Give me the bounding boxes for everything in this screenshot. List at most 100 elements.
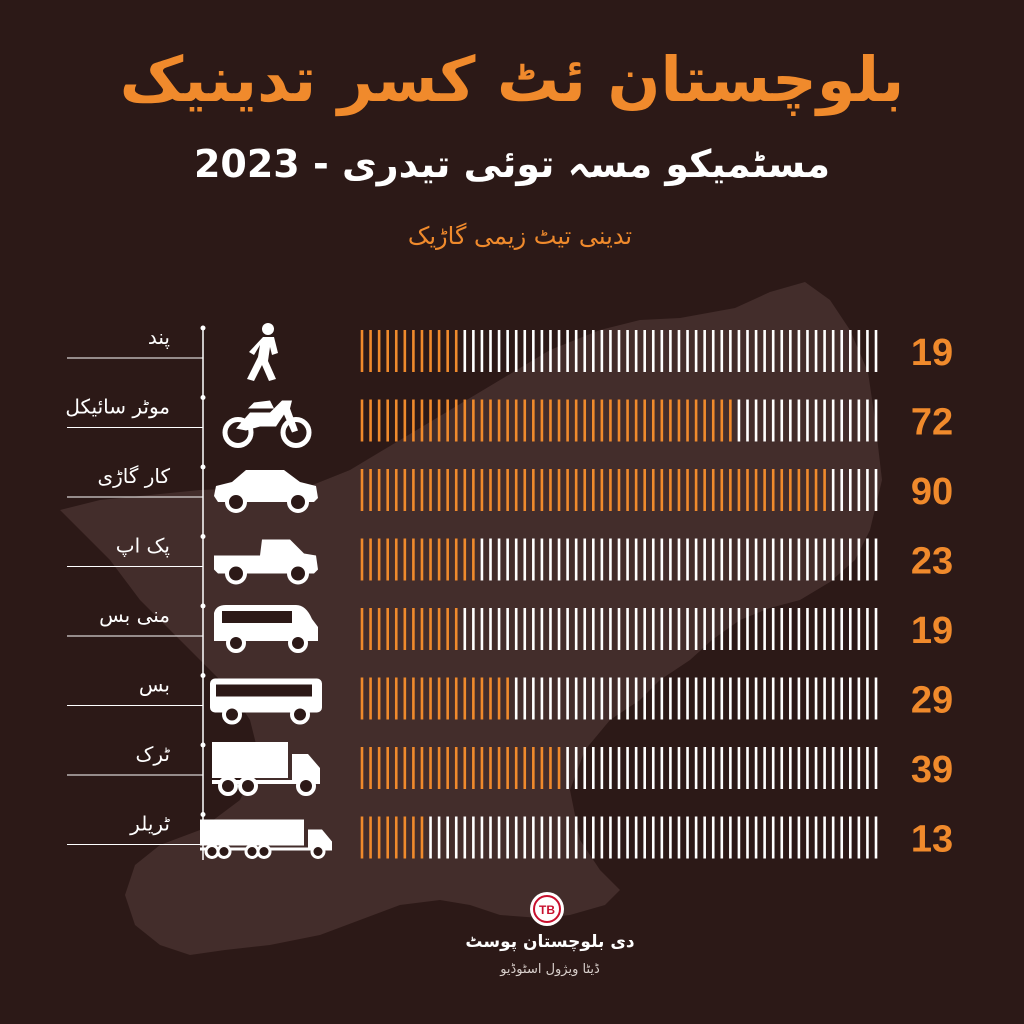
bar-empty-stripe <box>874 538 878 581</box>
bar-empty-stripe <box>789 399 792 442</box>
bar-empty-stripe <box>540 608 544 650</box>
bar-fill-stripe <box>360 330 364 372</box>
bar-empty-stripe <box>866 469 869 511</box>
bar-empty-stripe <box>626 608 629 650</box>
bar-empty-stripe <box>592 608 595 650</box>
bar-empty-stripe <box>857 399 861 442</box>
bar-empty-stripe <box>814 816 818 859</box>
bar-empty-stripe <box>480 608 484 650</box>
bar-empty-stripe <box>497 330 501 372</box>
bar-empty-stripe <box>634 330 638 372</box>
bar-fill-stripe <box>626 469 629 511</box>
bar <box>360 608 878 650</box>
bar-fill-stripe <box>746 469 749 511</box>
bar-fill-stripe <box>489 677 492 720</box>
bar-empty-stripe <box>669 677 672 720</box>
bar-fill-stripe <box>566 399 569 442</box>
bar-fill-stripe <box>729 399 732 442</box>
bar-fill-stripe <box>377 399 381 442</box>
bar-empty-stripe <box>600 747 604 789</box>
bar-empty-stripe <box>823 608 826 650</box>
tbp-logo-icon: TB <box>530 892 564 926</box>
bar-empty-stripe <box>660 816 664 859</box>
bar-empty-stripe <box>729 608 732 650</box>
bar-empty-stripe <box>557 538 561 581</box>
bar-empty-stripe <box>651 538 655 581</box>
bar-fill-stripe <box>557 747 561 789</box>
bar-fill-stripe <box>420 677 424 720</box>
bar-empty-stripe <box>857 608 861 650</box>
bar-empty-stripe <box>711 330 715 372</box>
bar-empty-stripe <box>729 747 732 789</box>
motorcycle-icon <box>222 400 312 448</box>
bar-empty-stripe <box>694 608 698 650</box>
bar-empty-stripe <box>866 538 869 581</box>
bar-empty-stripe <box>814 747 818 789</box>
bar-empty-stripe <box>523 677 527 720</box>
bar-empty-stripe <box>677 330 681 372</box>
bar-fill-stripe <box>480 469 484 511</box>
bar-fill-stripe <box>506 469 509 511</box>
bar-fill-stripe <box>463 538 467 581</box>
bar-fill-stripe <box>634 399 638 442</box>
bar-empty-stripe <box>532 538 535 581</box>
bar-empty-stripe <box>497 608 501 650</box>
bar-empty-stripe <box>660 330 664 372</box>
bar-empty-stripe <box>780 608 784 650</box>
bar-empty-stripe <box>840 469 844 511</box>
truck-icon <box>212 742 320 796</box>
bar-empty-stripe <box>634 747 638 789</box>
bar-fill-stripe <box>583 399 587 442</box>
bar-empty-stripe <box>840 747 844 789</box>
bar-empty-stripe <box>703 747 706 789</box>
bar-fill-stripe <box>394 677 398 720</box>
bar-empty-stripe <box>583 677 587 720</box>
bar-empty-stripe <box>720 330 724 372</box>
bar-fill-stripe <box>360 608 364 650</box>
bar-empty-stripe <box>711 747 715 789</box>
bar-empty-stripe <box>660 538 664 581</box>
bar-empty-stripe <box>737 538 741 581</box>
bar-fill-stripe <box>446 538 449 581</box>
bar-empty-stripe <box>857 747 861 789</box>
bar-fill-stripe <box>386 608 389 650</box>
bar-empty-stripe <box>694 538 698 581</box>
bar-fill-stripe <box>386 469 389 511</box>
bar-fill-stripe <box>377 469 381 511</box>
bar-fill-stripe <box>386 747 389 789</box>
bar-empty-stripe <box>737 677 741 720</box>
bar-fill-stripe <box>394 469 398 511</box>
bar-empty-stripe <box>711 816 715 859</box>
bar-empty-stripe <box>497 816 501 859</box>
bar-fill-stripe <box>480 747 484 789</box>
bar-empty-stripe <box>634 816 638 859</box>
bar-fill-stripe <box>360 816 364 859</box>
bar-empty-stripe <box>472 608 475 650</box>
bar-empty-stripe <box>677 677 681 720</box>
bar-empty-stripe <box>523 330 527 372</box>
bar-empty-stripe <box>823 538 826 581</box>
bar-empty-stripe <box>771 677 775 720</box>
bar-fill-stripe <box>394 816 398 859</box>
category-label: ٹرک <box>135 742 170 766</box>
bar-fill-stripe <box>369 330 372 372</box>
bar-fill-stripe <box>463 399 467 442</box>
bar-empty-stripe <box>711 677 715 720</box>
bar-empty-stripe <box>780 399 784 442</box>
bar-empty-stripe <box>574 677 578 720</box>
bar-empty-stripe <box>609 747 612 789</box>
bar-fill-stripe <box>789 469 792 511</box>
bar-fill-stripe <box>403 816 407 859</box>
bar-fill-stripe <box>557 469 561 511</box>
bar-empty-stripe <box>677 816 681 859</box>
bar-empty-stripe <box>831 816 835 859</box>
value-label: 23 <box>911 541 953 583</box>
bar-empty-stripe <box>557 816 561 859</box>
bar-fill-stripe <box>394 608 398 650</box>
bar-fill-stripe <box>823 469 826 511</box>
bar-empty-stripe <box>677 747 681 789</box>
bar-fill-stripe <box>446 399 449 442</box>
bar-fill-stripe <box>694 469 698 511</box>
bar-empty-stripe <box>874 608 878 650</box>
axis-dot <box>200 673 206 678</box>
